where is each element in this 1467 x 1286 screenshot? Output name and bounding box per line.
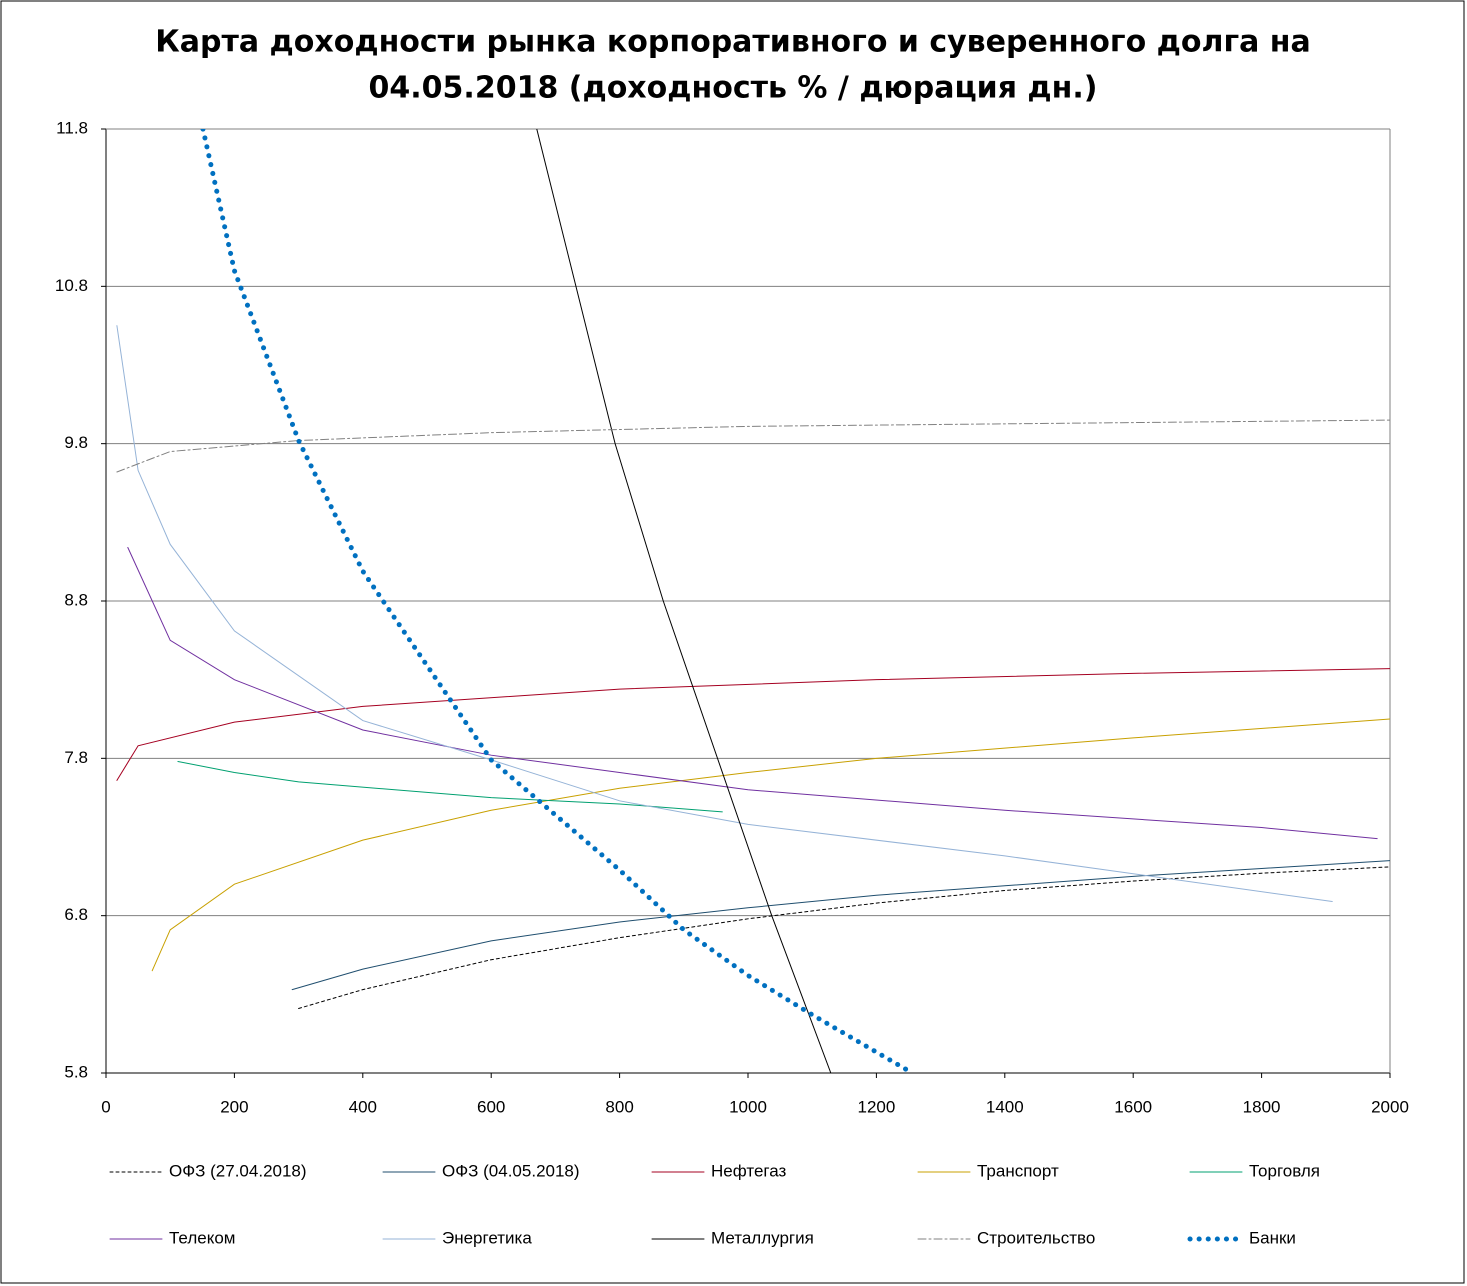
legend-label: Торговля xyxy=(1249,1161,1320,1180)
x-tick-label: 1200 xyxy=(857,1097,895,1116)
x-tick-label: 1800 xyxy=(1243,1097,1281,1116)
y-tick-label: 10.8 xyxy=(55,276,88,295)
x-tick-label: 1400 xyxy=(986,1097,1024,1116)
x-tick-label: 800 xyxy=(605,1097,633,1116)
series-line xyxy=(116,325,1333,903)
plot-area xyxy=(116,129,1390,1073)
series-line xyxy=(116,668,1390,781)
legend-label: Энергетика xyxy=(442,1228,532,1247)
legend-label: Банки xyxy=(1249,1228,1296,1247)
chart-title: 04.05.2018 (доходность % / дюрация дн.) xyxy=(369,71,1098,106)
series-line xyxy=(536,129,832,1073)
series-line xyxy=(116,419,1390,473)
series-line xyxy=(200,129,915,1073)
x-tick-label: 2000 xyxy=(1371,1097,1409,1116)
x-tick-label: 200 xyxy=(220,1097,248,1116)
legend-label: ОФЗ (27.04.2018) xyxy=(169,1161,307,1180)
series-line xyxy=(177,760,723,813)
y-tick-label: 6.8 xyxy=(64,905,88,924)
legend-label: ОФЗ (04.05.2018) xyxy=(442,1161,580,1180)
legend-label: Транспорт xyxy=(977,1161,1059,1180)
x-tick-label: 1600 xyxy=(1114,1097,1152,1116)
legend-label: Металлургия xyxy=(711,1228,814,1247)
series-line xyxy=(298,866,1390,1009)
x-tick-label: 0 xyxy=(101,1097,110,1116)
chart-title: Карта доходности рынка корпоративного и … xyxy=(155,25,1311,60)
legend-label: Нефтегаз xyxy=(711,1161,786,1180)
series-line xyxy=(291,860,1390,991)
x-tick-label: 400 xyxy=(349,1097,377,1116)
series-line xyxy=(127,547,1378,840)
y-tick-label: 7.8 xyxy=(64,748,88,767)
y-tick-label: 5.8 xyxy=(64,1062,88,1081)
legend-label: Строительство xyxy=(977,1228,1095,1247)
legend-label: Телеком xyxy=(169,1228,235,1247)
y-tick-label: 9.8 xyxy=(64,433,88,452)
series-line xyxy=(151,718,1390,972)
y-tick-label: 11.8 xyxy=(56,118,88,137)
x-tick-label: 600 xyxy=(477,1097,505,1116)
y-tick-label: 8.8 xyxy=(64,590,88,609)
x-tick-label: 1000 xyxy=(729,1097,767,1116)
